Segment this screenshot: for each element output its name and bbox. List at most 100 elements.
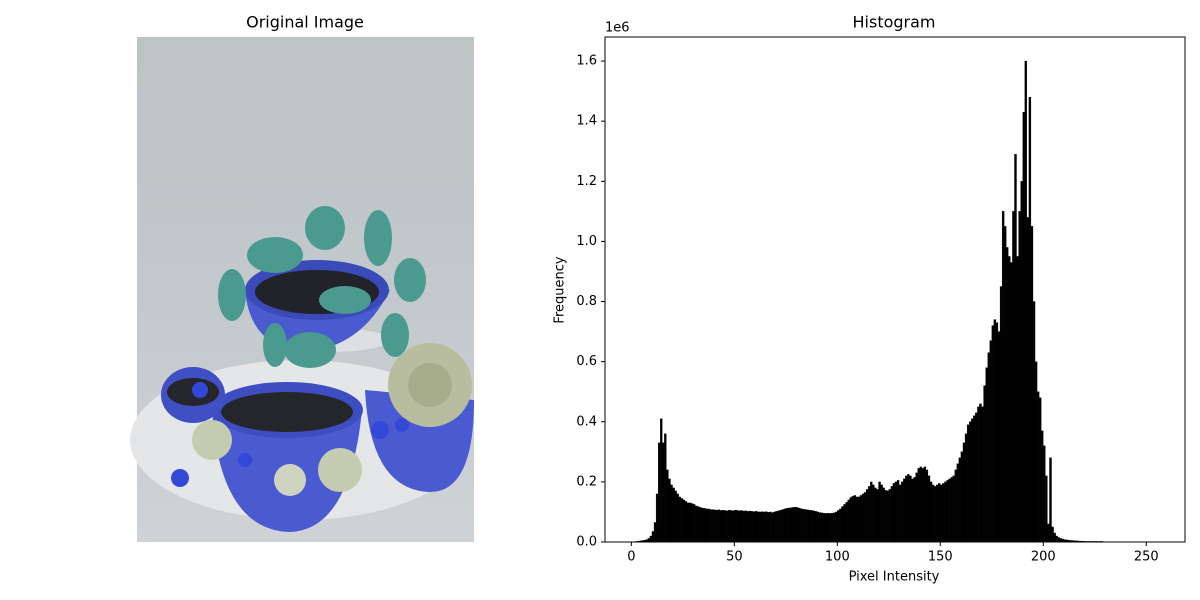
flower — [238, 453, 252, 467]
histogram-bar — [874, 487, 877, 543]
histogram-bar — [940, 484, 943, 543]
histogram-bar — [787, 507, 791, 543]
histogram-bar — [989, 340, 992, 543]
histogram-bar — [715, 509, 719, 543]
histogram-bar — [705, 508, 708, 543]
histogram-bar — [793, 506, 797, 543]
histogram-bar — [837, 510, 840, 543]
leaf — [364, 210, 392, 266]
y-tick-label: 0.4 — [576, 414, 597, 429]
histogram-bar — [1026, 217, 1030, 543]
y-axis-label: Frequency — [553, 256, 568, 323]
histogram-bar — [987, 352, 990, 543]
succulent — [318, 448, 362, 492]
histogram-bar — [962, 442, 966, 543]
histogram-bar — [1055, 535, 1058, 543]
histogram-bar — [1001, 211, 1005, 543]
histogram-bar — [826, 512, 830, 543]
histogram-bar — [814, 511, 817, 543]
histogram-bar — [676, 493, 679, 543]
histogram-bar — [828, 513, 832, 543]
histogram-bar — [742, 510, 745, 543]
flowers — [171, 382, 409, 487]
histogram-bar — [647, 538, 651, 543]
histogram-bar — [707, 508, 710, 543]
y-tick-label: 0.2 — [576, 474, 597, 489]
histogram-bar — [777, 510, 780, 543]
x-tick-label: 250 — [1134, 550, 1159, 565]
histogram-bar — [760, 511, 764, 543]
photo — [130, 37, 474, 542]
histogram-bar — [921, 468, 924, 543]
histogram-bar — [1006, 247, 1009, 543]
histogram-bar — [981, 406, 984, 543]
histogram-bar — [690, 503, 694, 543]
histogram-bar — [693, 504, 696, 543]
histogram-bar — [1008, 256, 1011, 543]
histogram-bar — [695, 505, 698, 543]
x-tick-label: 100 — [825, 550, 850, 565]
histogram-bar — [1039, 397, 1042, 543]
histogram-bar — [1043, 445, 1046, 543]
histogram-bar — [931, 484, 935, 543]
histogram-bar — [831, 512, 834, 543]
histogram-bar — [798, 507, 801, 543]
histogram-bar — [750, 511, 754, 543]
x-tick-label: 0 — [627, 550, 635, 565]
histogram-bar — [845, 502, 848, 543]
histogram-bar — [672, 487, 675, 543]
histogram-bar — [664, 433, 667, 543]
histogram-bar — [769, 511, 772, 543]
histogram-bar — [853, 495, 857, 543]
histogram-bar — [923, 466, 927, 543]
histogram-bar — [763, 511, 766, 543]
histogram-bar — [680, 498, 684, 543]
leaf — [218, 269, 246, 321]
histogram-bar — [855, 496, 859, 543]
histogram-bar — [748, 510, 751, 543]
histogram-bar — [880, 484, 883, 543]
histogram-bar — [927, 475, 931, 543]
histogram-bar — [660, 418, 663, 543]
histogram-bar — [820, 512, 824, 543]
histogram-bar — [861, 493, 865, 543]
histogram-bar — [711, 509, 714, 543]
histogram-bar — [903, 478, 906, 543]
histogram-bar — [684, 501, 688, 543]
histogram-bar — [1047, 523, 1050, 543]
histogram-bar — [929, 481, 933, 543]
histogram-bar — [964, 433, 968, 543]
histogram-bar — [1020, 181, 1023, 543]
histogram-bar — [888, 489, 892, 543]
histogram-bar — [839, 508, 842, 543]
histogram-bar — [907, 474, 910, 543]
leaf — [381, 313, 409, 357]
histogram-bar — [997, 331, 1001, 543]
histogram-bar — [946, 480, 949, 543]
histogram-bar — [1030, 226, 1034, 543]
histogram-bar — [876, 489, 879, 543]
histogram-bar — [746, 511, 749, 543]
y-tick-label: 0.0 — [576, 535, 597, 550]
leaf — [319, 286, 371, 314]
histogram-bar — [738, 510, 741, 543]
x-tick-label: 150 — [928, 550, 953, 565]
histogram-bar — [767, 512, 770, 543]
x-axis-label: Pixel Intensity — [849, 570, 940, 585]
histogram-bar — [709, 509, 712, 543]
histogram-bar — [1016, 256, 1019, 543]
histogram-bar — [985, 367, 988, 543]
histogram-bar — [662, 442, 665, 543]
histogram-bar — [983, 385, 986, 543]
histogram-bar — [1018, 211, 1021, 543]
leaf — [284, 332, 336, 368]
histogram-bar — [898, 484, 902, 543]
histogram-bar — [890, 486, 894, 543]
histogram-bar — [851, 496, 854, 543]
histogram-bar — [901, 481, 904, 543]
histogram-bar — [740, 510, 743, 543]
histogram-bar — [822, 512, 826, 543]
histogram-bar — [886, 490, 889, 543]
histogram-bar — [870, 481, 873, 543]
histogram-bar — [771, 512, 774, 543]
